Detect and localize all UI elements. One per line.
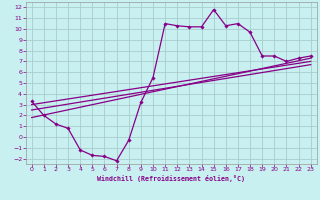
X-axis label: Windchill (Refroidissement éolien,°C): Windchill (Refroidissement éolien,°C) — [97, 175, 245, 182]
